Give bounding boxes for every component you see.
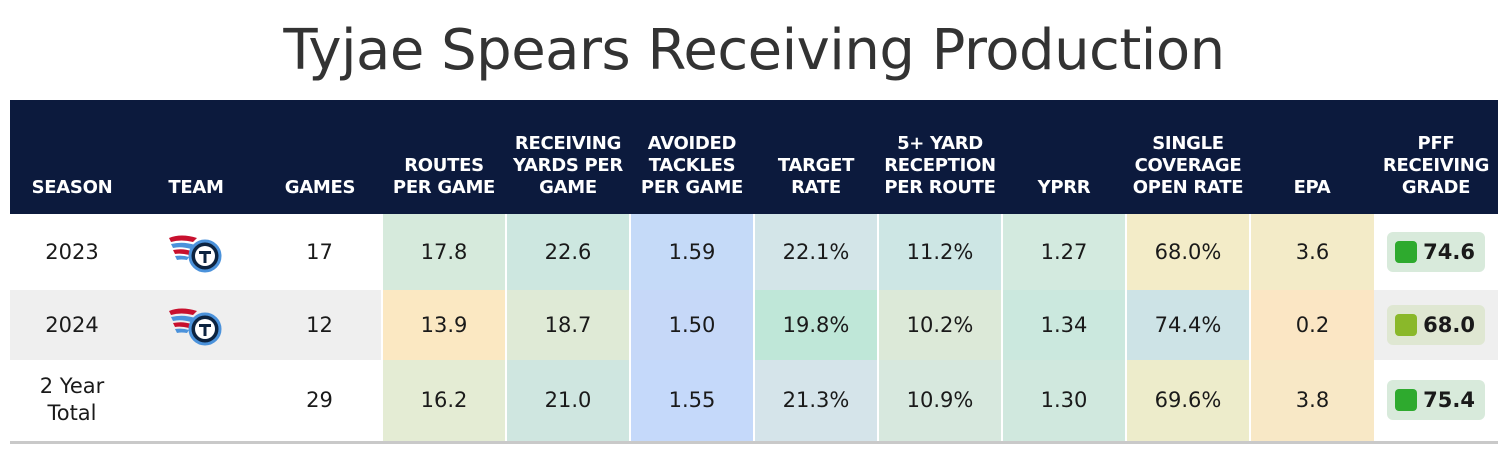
pff-grade-cell: 68.0 bbox=[1374, 290, 1498, 360]
grade-badge: 74.6 bbox=[1387, 232, 1485, 272]
column-header-avoided-tackles-per-game: AVOIDED TACKLES PER GAME bbox=[640, 133, 744, 198]
receiving-yards-per-game-cell: 21.0 bbox=[505, 360, 630, 442]
titans-logo-icon bbox=[169, 235, 222, 273]
team-cell bbox=[134, 214, 258, 290]
epa-cell: 3.6 bbox=[1249, 214, 1374, 290]
target-rate-cell: 22.1% bbox=[753, 214, 878, 290]
column-header-five-plus-yard-reception-per-route: 5+ YARD RECEPTION PER ROUTE bbox=[884, 133, 996, 198]
epa-cell: 0.2 bbox=[1249, 290, 1374, 360]
season-label-line1: 2 Year bbox=[39, 374, 105, 399]
avoided-tackles-per-game-cell: 1.59 bbox=[629, 214, 754, 290]
season-cell: 2 Year Total bbox=[10, 360, 134, 442]
column-header-epa: EPA bbox=[1293, 177, 1331, 198]
five-plus-yard-reception-per-route-cell: 10.2% bbox=[877, 290, 1002, 360]
receiving-yards-per-game-cell: 22.6 bbox=[505, 214, 630, 290]
games-cell: 29 bbox=[258, 360, 382, 442]
table-header-row: SEASON TEAM GAMES ROUTES PER GAME RECEIV… bbox=[10, 100, 1498, 214]
avoided-tackles-per-game-cell: 1.55 bbox=[629, 360, 754, 442]
grade-indicator bbox=[1395, 314, 1417, 336]
column-header-season: SEASON bbox=[31, 177, 113, 198]
five-plus-yard-reception-per-route-cell: 11.2% bbox=[877, 214, 1002, 290]
single-coverage-open-rate-cell: 74.4% bbox=[1125, 290, 1250, 360]
grade-indicator bbox=[1395, 241, 1417, 263]
season-cell: 2023 bbox=[10, 214, 134, 290]
grade-value: 68.0 bbox=[1423, 313, 1475, 337]
table-row: 2 Year Total 29 16.2 21.0 1.55 21.3% 10.… bbox=[10, 360, 1498, 442]
yprr-cell: 1.27 bbox=[1001, 214, 1126, 290]
routes-per-game-cell: 17.8 bbox=[381, 214, 506, 290]
titans-logo-icon bbox=[169, 308, 222, 346]
season-label-line2: Total bbox=[47, 401, 97, 426]
single-coverage-open-rate-cell: 68.0% bbox=[1125, 214, 1250, 290]
target-rate-cell: 21.3% bbox=[753, 360, 878, 442]
column-header-receiving-yards-per-game: RECEIVING YARDS PER GAME bbox=[513, 133, 623, 198]
table-row: 2024 12 13.9 18.7 1.50 19.8% 10.2% 1.34 … bbox=[10, 290, 1498, 360]
grade-value: 75.4 bbox=[1423, 388, 1475, 413]
target-rate-cell: 19.8% bbox=[753, 290, 878, 360]
page-title: Tyjae Spears Receiving Production bbox=[283, 18, 1225, 83]
receiving-yards-per-game-cell: 18.7 bbox=[505, 290, 630, 360]
routes-per-game-cell: 13.9 bbox=[381, 290, 506, 360]
single-coverage-open-rate-cell: 69.6% bbox=[1125, 360, 1250, 442]
yprr-cell: 1.30 bbox=[1001, 360, 1126, 442]
season-cell: 2024 bbox=[10, 290, 134, 360]
routes-per-game-cell: 16.2 bbox=[381, 360, 506, 442]
grade-value: 74.6 bbox=[1423, 240, 1475, 264]
grade-indicator bbox=[1395, 389, 1417, 412]
column-header-games: GAMES bbox=[284, 177, 356, 198]
column-header-yprr: YPRR bbox=[1037, 177, 1091, 198]
pff-grade-cell: 75.4 bbox=[1374, 360, 1498, 442]
five-plus-yard-reception-per-route-cell: 10.9% bbox=[877, 360, 1002, 442]
column-header-single-coverage-open-rate: SINGLE COVERAGE OPEN RATE bbox=[1132, 133, 1244, 198]
team-cell bbox=[134, 290, 258, 360]
column-header-routes-per-game: ROUTES PER GAME bbox=[392, 155, 496, 198]
epa-cell: 3.8 bbox=[1249, 360, 1374, 442]
games-cell: 12 bbox=[258, 290, 382, 360]
pff-grade-cell: 74.6 bbox=[1374, 214, 1498, 290]
season-label: 2 Year Total bbox=[40, 373, 105, 427]
games-cell: 17 bbox=[258, 214, 382, 290]
column-header-team: TEAM bbox=[168, 177, 224, 198]
table-row: 2023 17 17.8 22.6 1.59 22.1% 11.2% 1.27 … bbox=[10, 214, 1498, 290]
grade-badge: 68.0 bbox=[1387, 305, 1485, 345]
column-header-target-rate: TARGET RATE bbox=[777, 155, 855, 198]
grade-badge: 75.4 bbox=[1387, 380, 1485, 421]
stats-table: SEASON TEAM GAMES ROUTES PER GAME RECEIV… bbox=[10, 100, 1498, 444]
avoided-tackles-per-game-cell: 1.50 bbox=[629, 290, 754, 360]
column-header-pff-receiving-grade: PFF RECEIVING GRADE bbox=[1382, 133, 1490, 198]
yprr-cell: 1.34 bbox=[1001, 290, 1126, 360]
team-cell bbox=[134, 360, 258, 442]
